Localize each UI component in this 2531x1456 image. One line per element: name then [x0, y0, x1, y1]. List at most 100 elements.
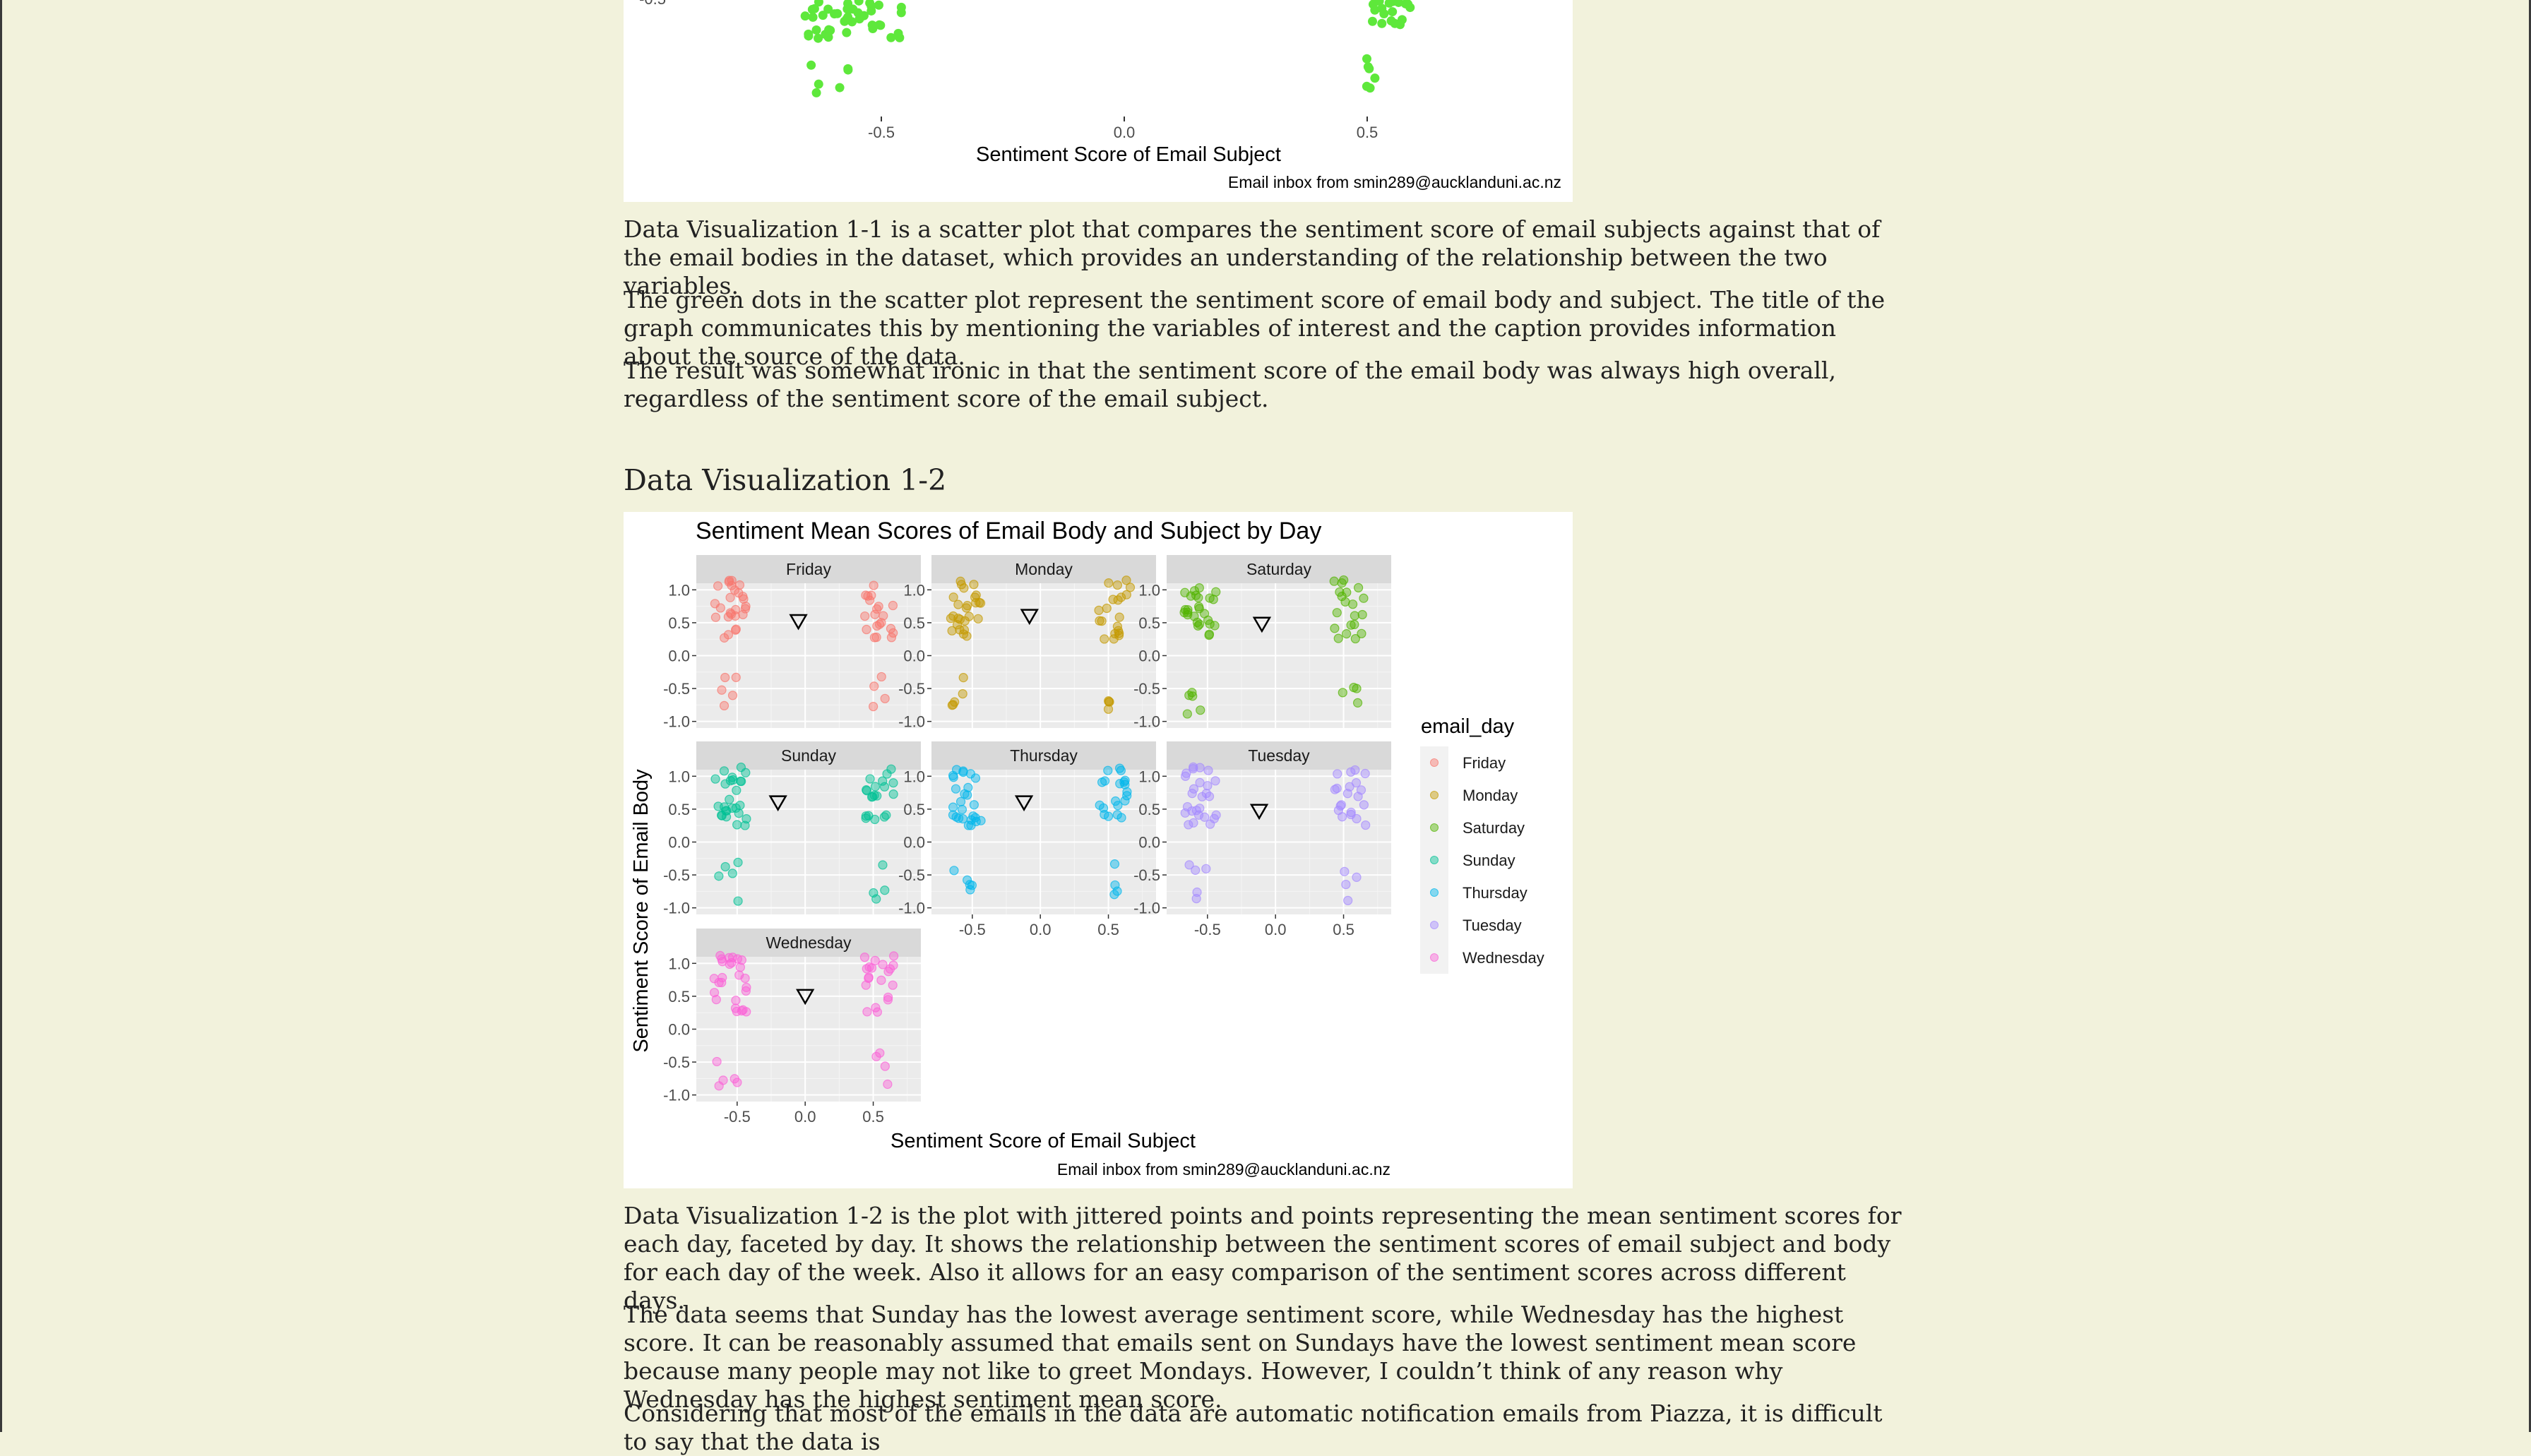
data-point — [879, 782, 890, 792]
x-tick-label: -0.5 — [1194, 921, 1221, 938]
y-tick-label: -0.5 — [663, 680, 690, 698]
legend: Friday Monday Saturday Sunday Thursday Tuesda… — [1420, 746, 1544, 974]
data-point — [869, 701, 879, 712]
data-point — [809, 4, 819, 13]
data-point — [959, 625, 970, 635]
data-point — [958, 813, 968, 824]
data-point — [958, 766, 968, 776]
data-point — [727, 575, 737, 585]
facet-label: Thursday — [1010, 746, 1078, 765]
data-point — [882, 769, 892, 779]
section-heading: Data Visualization 1-2 — [624, 463, 947, 497]
data-point — [1182, 709, 1192, 719]
data-point — [1400, 0, 1410, 8]
data-point — [1350, 611, 1359, 621]
facet-saturday: Saturday 1.0 0.5 0.0 -0.5 -1.0 — [1133, 555, 1391, 731]
data-point — [1346, 620, 1356, 630]
data-point — [958, 688, 967, 699]
legend-item: Tuesday — [1420, 909, 1522, 941]
data-point — [971, 590, 981, 600]
paragraph: The data seems that Sunday has the lowes… — [624, 1301, 1857, 1413]
data-point — [1184, 691, 1194, 700]
data-point — [975, 598, 986, 608]
data-point — [1204, 629, 1215, 639]
data-point — [1193, 592, 1203, 603]
data-point — [1180, 587, 1190, 597]
data-point — [1103, 765, 1113, 775]
data-point — [1100, 634, 1109, 644]
data-point — [1116, 765, 1126, 775]
data-point — [1332, 608, 1342, 618]
data-point — [843, 65, 853, 75]
y-tick-label: -0.5 — [1133, 866, 1160, 884]
data-point — [1120, 796, 1130, 806]
mean-marker — [796, 989, 815, 1006]
paragraph: The green dots in the scatter plot repre… — [624, 286, 1886, 370]
data-point — [876, 975, 886, 985]
data-point — [1374, 0, 1384, 5]
data-point — [709, 988, 720, 998]
y-tick-label: 1.0 — [903, 768, 925, 785]
facet-label: Friday — [786, 560, 831, 578]
y-tick-label: 1.0 — [1138, 768, 1160, 785]
data-point — [870, 955, 880, 965]
y-tick-label: 0.5 — [668, 988, 690, 1006]
y-tick-label: 1.0 — [668, 581, 690, 599]
data-point — [1193, 810, 1204, 820]
data-point — [969, 800, 979, 810]
data-point — [1192, 887, 1202, 897]
data-point — [725, 592, 735, 602]
data-point — [808, 12, 818, 22]
data-point — [862, 964, 871, 974]
data-point — [888, 951, 899, 961]
mean-marker — [1249, 804, 1269, 821]
data-point — [1121, 590, 1131, 599]
data-point — [738, 609, 748, 619]
y-tick-label: -0.5 — [898, 866, 925, 884]
y-tick-label: -0.5 — [663, 1054, 690, 1071]
viz-1-1-caption: Email inbox from smin289@aucklanduni.ac.… — [1228, 173, 1561, 191]
x-tick-label: 0.0 — [1030, 921, 1052, 938]
legend-title: email_day — [1421, 715, 1515, 738]
data-point — [1194, 583, 1204, 593]
data-point — [714, 871, 724, 881]
paragraph: Considering that most of the emails in t… — [624, 1400, 1883, 1455]
facet-strip — [696, 555, 921, 583]
data-point — [860, 611, 870, 621]
legend-key — [1430, 888, 1439, 897]
data-point — [1350, 633, 1360, 644]
data-point — [862, 624, 871, 635]
data-point — [1104, 578, 1114, 588]
y-tick-label: 1.0 — [1138, 581, 1160, 599]
data-point — [1346, 767, 1356, 777]
facet-sunday: Sunday 1.0 0.5 0.0 -0.5 -1.0 — [663, 741, 921, 917]
data-point — [1335, 587, 1345, 597]
data-point — [867, 6, 876, 16]
facet-strip — [931, 555, 1156, 583]
x-tick-label: -0.5 — [959, 921, 986, 938]
data-point — [842, 28, 852, 37]
data-point — [1209, 813, 1220, 823]
data-point — [725, 608, 735, 618]
viz-1-1-y-tick: -0.5 — [639, 0, 666, 8]
data-point — [864, 972, 874, 982]
data-point — [869, 681, 879, 691]
data-point — [1359, 800, 1369, 810]
data-point — [1342, 629, 1352, 639]
y-tick-label: 0.5 — [668, 614, 690, 632]
data-point — [1352, 872, 1362, 882]
x-tick-label: 0.0 — [1265, 921, 1287, 938]
data-point — [713, 581, 723, 591]
legend-label: Saturday — [1463, 819, 1525, 837]
data-point — [1377, 4, 1387, 13]
y-axis-label: Sentiment Score of Email Body — [630, 769, 653, 1053]
data-point — [952, 620, 963, 630]
data-point — [804, 31, 814, 41]
x-tick-label: 0.5 — [1333, 921, 1354, 938]
paragraph: Data Visualization 1-1 is a scatter plot… — [624, 215, 1881, 299]
data-point — [948, 592, 958, 602]
chart-title: Sentiment Mean Scores of Email Body and … — [696, 518, 1321, 544]
mean-marker — [1020, 609, 1039, 626]
data-point — [1189, 762, 1198, 772]
data-point — [1362, 54, 1371, 64]
